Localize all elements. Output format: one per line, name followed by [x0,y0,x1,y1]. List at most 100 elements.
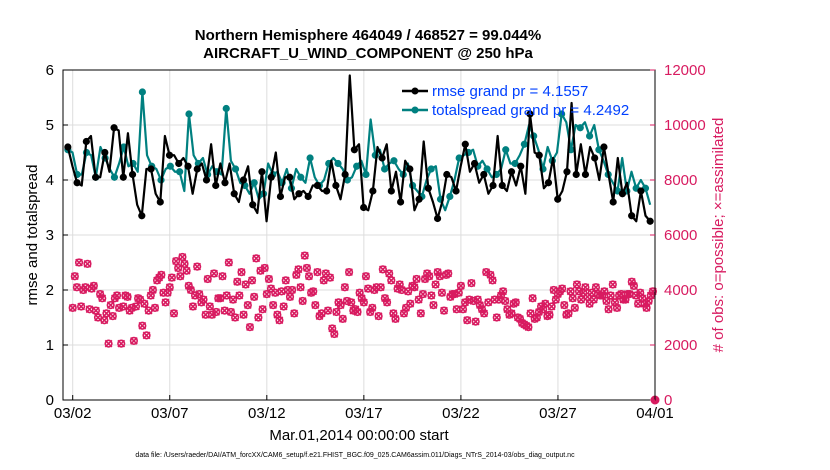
obs-assimilated-point [218,272,227,281]
obs-assimilated-point [216,294,225,303]
totalspread-point [502,146,510,154]
obs-assimilated-point [117,339,126,348]
x-tick-label: 03/07 [151,405,189,422]
obs-assimilated-point [397,286,406,294]
rmse-point [443,170,451,179]
obs-assimilated-point [233,277,242,286]
rmse-point [470,159,479,168]
obs-possible-point [108,312,117,321]
obs-possible-point [241,280,250,289]
rmse-point [461,140,469,148]
obs-assimilated-point [642,304,651,312]
totalspread-point [166,162,174,170]
obs-possible-point [266,284,276,293]
obs-possible-point [380,294,390,303]
y-right-tick-label: 4000 [664,282,697,299]
totalspread-point [576,124,584,132]
obs-assimilated-point [94,313,102,322]
obs-assimilated-point [212,308,221,316]
obs-assimilated-point [203,275,212,283]
obs-possible-point [378,265,387,274]
obs-possible-point [281,276,290,285]
obs-assimilated-point [452,305,461,314]
obs-possible-point [606,291,615,300]
obs-possible-point [501,296,510,306]
obs-possible-point [437,288,447,297]
totalspread-point [362,170,370,179]
obs-possible-point [98,294,107,303]
obs-possible-point [237,268,246,277]
obs-assimilated-point [613,304,621,312]
obs-possible-point [228,295,238,304]
obs-assimilated-point [281,276,290,285]
obs-possible-point [338,314,347,323]
obs-assimilated-point [378,265,387,274]
obs-assimilated-point [100,316,109,325]
rmse-point [406,165,414,173]
totalspread-point [110,173,119,181]
obs-possible-point [193,262,202,271]
obs-possible-point [285,292,295,301]
obs-possible-point [332,307,341,317]
obs-assimilated-point [646,291,655,300]
rmse-point [591,154,599,162]
obs-possible-point [300,251,309,260]
obs-assimilated-point [83,260,92,268]
rmse-point [239,176,248,184]
obs-assimilated-point [201,310,210,319]
obs-assimilated-point [288,286,296,294]
obs-assimilated-point [260,264,269,272]
obs-possible-point [106,301,115,310]
obs-assimilated-point [484,298,493,307]
obs-assimilated-point [608,280,617,289]
obs-assimilated-point [199,295,208,304]
rmse-point [433,214,442,223]
obs-assimilated-point [416,309,425,318]
obs-assimilated-point [250,293,259,301]
legend: rmse grand pr = 4.1557 totalspread grand… [402,83,629,119]
totalspread-point [334,159,342,168]
obs-assimilated-point [566,287,575,296]
obs-assimilated-point [68,304,77,312]
obs-assimilated-point [406,299,415,308]
obs-assimilated-point [220,306,229,315]
obs-possible-point [475,301,484,310]
obs-possible-point [165,283,174,292]
obs-possible-point [604,305,613,314]
obs-assimilated-point [182,266,191,275]
x-tick-label: 03/17 [345,405,383,422]
obs-assimilated-point [269,301,277,309]
obs-assimilated-point [524,323,533,331]
obs-possible-point [91,306,101,315]
obs-assimilated-point [167,273,176,282]
obs-assimilated-point [243,301,252,309]
obs-assimilated-point [387,276,396,285]
rmse-point [184,162,192,170]
obs-assimilated-point [467,279,476,287]
obs-possible-point [418,290,428,299]
obs-assimilated-point [465,295,474,304]
rmse-point [249,201,257,209]
obs-possible-point [131,302,141,311]
obs-possible-point [140,299,149,308]
obs-possible-point [488,276,497,285]
rmse-point [304,192,312,201]
obs-assimilated-point [338,315,347,323]
obs-assimilated-point [511,298,520,307]
obs-assimilated-point [77,302,86,311]
obs-series [68,251,660,405]
obs-possible-point [150,303,160,312]
obs-possible-point [477,305,487,314]
obs-possible-point [112,291,122,300]
obs-assimilated-point [385,269,394,278]
obs-possible-point [600,287,609,296]
rmse-point [156,198,164,206]
obs-possible-point [433,268,442,277]
obs-assimilated-point [138,321,147,330]
obs-possible-point [226,307,236,317]
rmse-point [313,181,322,190]
obs-assimilated-point [246,323,254,331]
obs-assimilated-point [478,305,486,314]
obs-possible-point [129,336,138,345]
